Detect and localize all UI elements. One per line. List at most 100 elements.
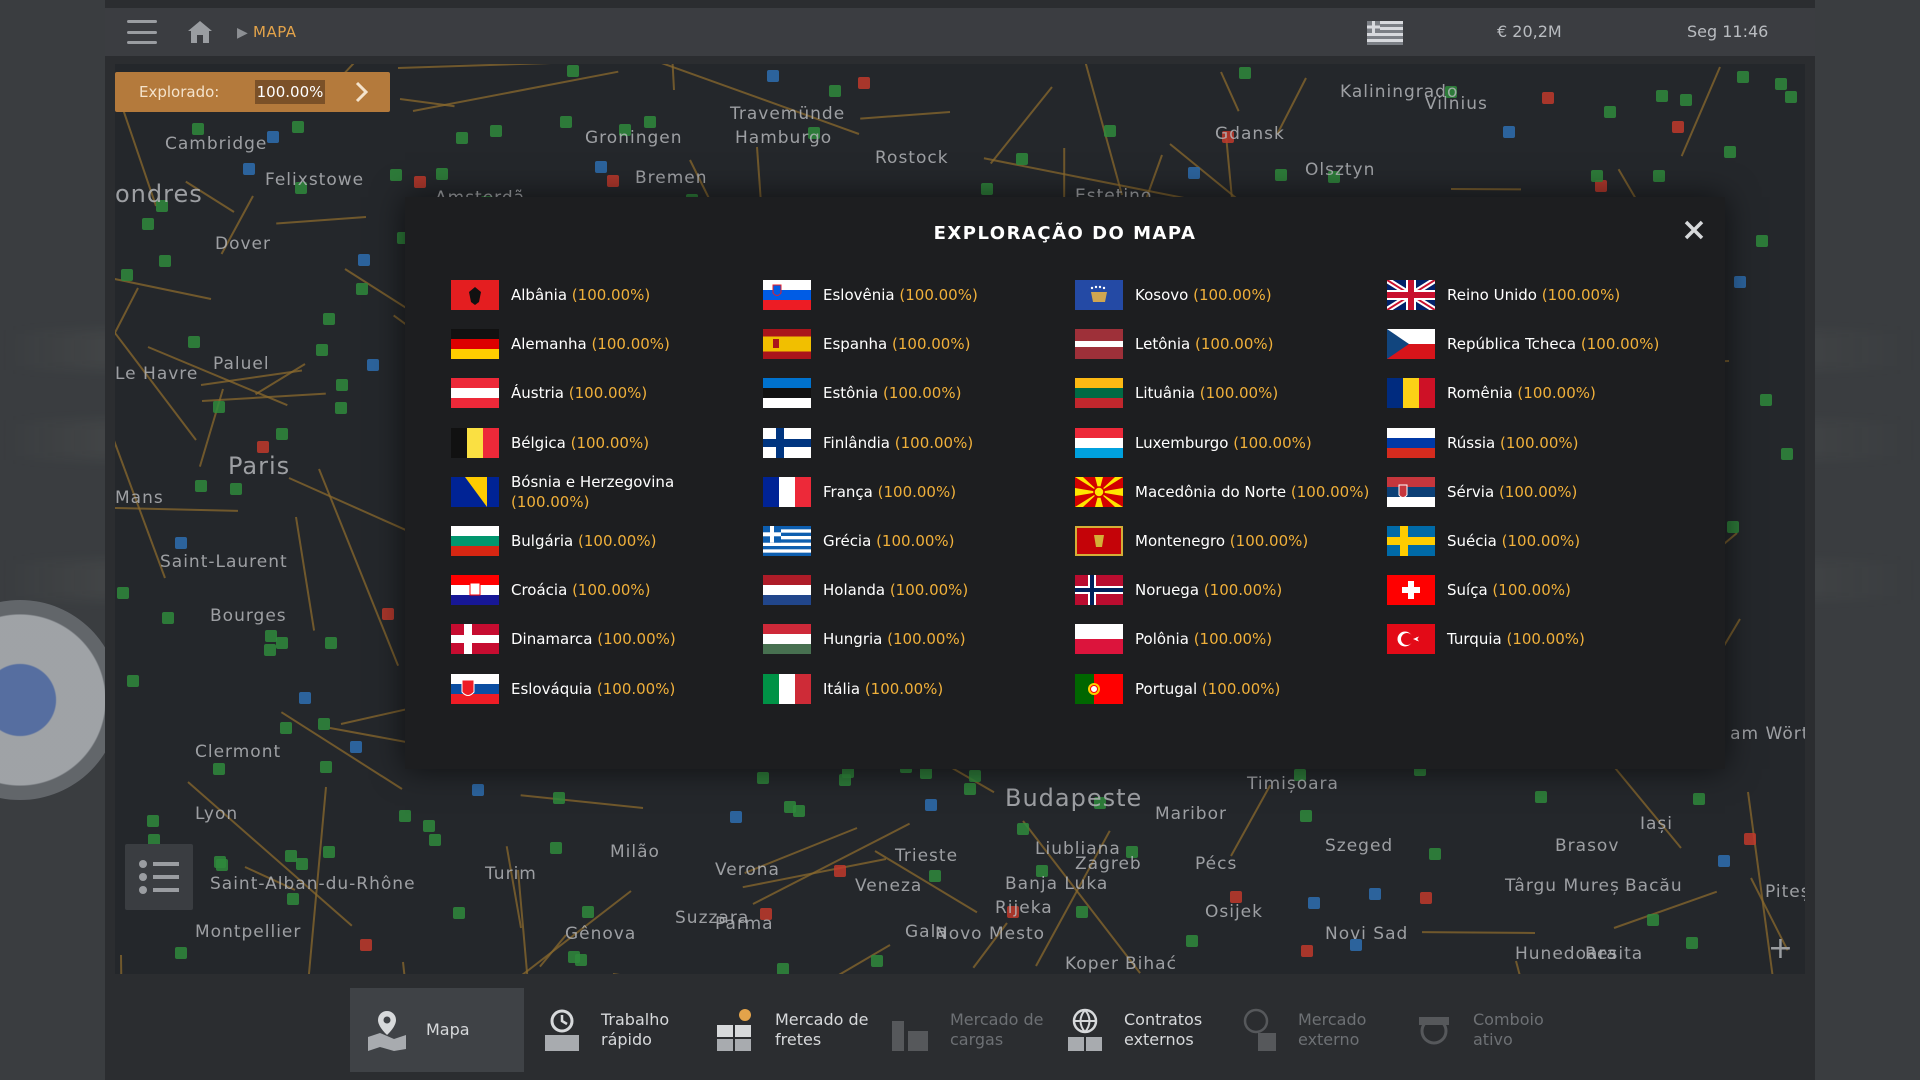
map-poi-icon	[286, 893, 299, 906]
country-name: Reino Unido	[1447, 286, 1537, 304]
map-poi-icon	[808, 126, 821, 139]
country-name: Finlândia	[823, 433, 890, 452]
map-city-label: Banja Luka	[1005, 874, 1109, 894]
nav-label: Mapa	[426, 1020, 470, 1039]
country-name: Eslovênia	[823, 286, 895, 304]
nav-active-convoy-button[interactable]: Comboio ativo	[1397, 988, 1571, 1072]
map-poi-icon	[212, 762, 225, 775]
map-poi-icon	[1185, 934, 1198, 947]
country-name: República Tcheca	[1447, 335, 1577, 354]
country-name: Portugal	[1135, 679, 1198, 698]
country-percentage: (100.00%)	[892, 335, 971, 354]
country-name: França	[823, 482, 873, 501]
north-macedonia-flag-icon	[1075, 476, 1123, 507]
slovenia-flag-icon	[763, 280, 811, 310]
explored-panel: Explorado: 100.00%	[115, 72, 390, 112]
map-road	[612, 972, 655, 974]
map-poi-icon	[161, 612, 174, 625]
map-city-label: Hunedoara	[1515, 944, 1618, 964]
map-poi-icon	[833, 864, 846, 877]
country-name: Bósnia e Herzegovina	[511, 472, 675, 491]
map-poi-icon	[357, 253, 370, 266]
explored-label: Explorado:	[139, 83, 220, 101]
home-icon[interactable]	[187, 20, 213, 44]
map-poi-icon	[759, 907, 772, 920]
country-item: Bulgária (100.00%)	[451, 519, 751, 563]
map-city-label: Kaliningrado	[1340, 82, 1459, 102]
map-city-label: Travemünde	[730, 104, 846, 124]
country-percentage: (100.00%)	[1517, 384, 1596, 403]
map-road	[295, 516, 316, 631]
map-poi-icon	[1230, 891, 1243, 904]
country-percentage: (100.00%)	[1199, 384, 1279, 403]
menu-icon[interactable]	[127, 20, 157, 44]
map-poi-icon	[568, 950, 581, 963]
explored-value: 100.00%	[255, 80, 325, 104]
close-icon[interactable]	[1683, 219, 1705, 241]
map-road	[859, 111, 950, 120]
nav-cargo-market-button[interactable]: Mercado de cargas	[874, 988, 1048, 1072]
country-percentage: (100.00%)	[1193, 630, 1273, 649]
map-road	[1451, 188, 1521, 191]
country-percentage: (100.00%)	[889, 581, 969, 600]
map-poi-icon	[1680, 94, 1693, 107]
map-city-label: Osijek	[1205, 902, 1263, 922]
map-poi-icon	[126, 674, 139, 687]
language-flag-icon[interactable]	[1367, 21, 1403, 45]
map-city-label: Le Havre	[115, 364, 199, 384]
breadcrumb[interactable]: MAPA	[253, 23, 297, 41]
map-city-label: Bacău	[1625, 876, 1683, 896]
nav-quick-job-button[interactable]: Trabalho rápido	[525, 988, 699, 1072]
map-poi-icon	[148, 833, 161, 846]
chevron-right-icon[interactable]	[353, 80, 371, 104]
map-poi-icon	[1007, 905, 1020, 918]
map-city-label: Olsztyn	[1305, 160, 1376, 180]
map-legend-button[interactable]	[125, 844, 193, 910]
nav-external-contracts-button[interactable]: Contratos externos	[1048, 988, 1222, 1072]
country-item: Espanha (100.00%)	[763, 322, 1063, 366]
zoom-in-button[interactable]: +	[1767, 931, 1793, 966]
estonia-flag-icon	[763, 378, 811, 409]
map-city-label: Trieste	[895, 846, 959, 866]
country-item: Áustria (100.00%)	[451, 371, 751, 415]
map-poi-icon	[322, 313, 335, 326]
nav-external-market-button[interactable]: Mercado externo	[1222, 988, 1396, 1072]
finland-flag-icon	[763, 427, 811, 458]
country-item: Romênia (100.00%)	[1387, 371, 1687, 415]
map-poi-icon	[335, 402, 348, 415]
country-item: Itália (100.00%)	[763, 667, 1063, 711]
country-item: Croácia (100.00%)	[451, 568, 751, 612]
map-poi-icon	[355, 282, 368, 295]
map-poi-icon	[980, 182, 993, 195]
map-city-label: Iași	[1640, 814, 1674, 834]
country-name: Polônia	[1135, 630, 1189, 649]
map-poi-icon	[349, 740, 362, 753]
nav-map-button[interactable]: Mapa	[350, 988, 524, 1072]
map-poi-icon	[619, 123, 632, 136]
map-poi-icon	[1591, 169, 1604, 182]
country-item: Eslováquia (100.00%)	[451, 667, 751, 711]
country-percentage: (100.00%)	[899, 286, 978, 304]
nav-freight-market-button[interactable]: Mercado de fretes	[699, 988, 873, 1072]
map-road	[1613, 890, 1717, 929]
map-city-label: Szeged	[1325, 836, 1394, 856]
map-poi-icon	[192, 122, 205, 135]
map-poi-icon	[159, 255, 172, 268]
map-poi-icon	[607, 175, 620, 188]
map-poi-icon	[295, 182, 308, 194]
country-percentage: (100.00%)	[1506, 630, 1585, 649]
country-item: Eslovênia (100.00%)	[763, 273, 1063, 317]
map-poi-icon	[1293, 768, 1306, 781]
map-city-label: Maribor	[1155, 804, 1227, 824]
map-poi-icon	[1300, 810, 1313, 823]
country-percentage: (100.00%)	[1501, 532, 1581, 550]
united-kingdom-flag-icon	[1387, 280, 1435, 310]
map-poi-icon	[299, 692, 312, 705]
map-road	[656, 64, 860, 135]
map-poi-icon	[594, 160, 607, 173]
map-city-label: Koper	[1065, 954, 1119, 974]
belgium-flag-icon	[451, 427, 499, 458]
map-poi-icon	[1692, 793, 1705, 806]
cargo-market-icon	[888, 1007, 934, 1053]
country-name: Letônia	[1135, 335, 1191, 354]
